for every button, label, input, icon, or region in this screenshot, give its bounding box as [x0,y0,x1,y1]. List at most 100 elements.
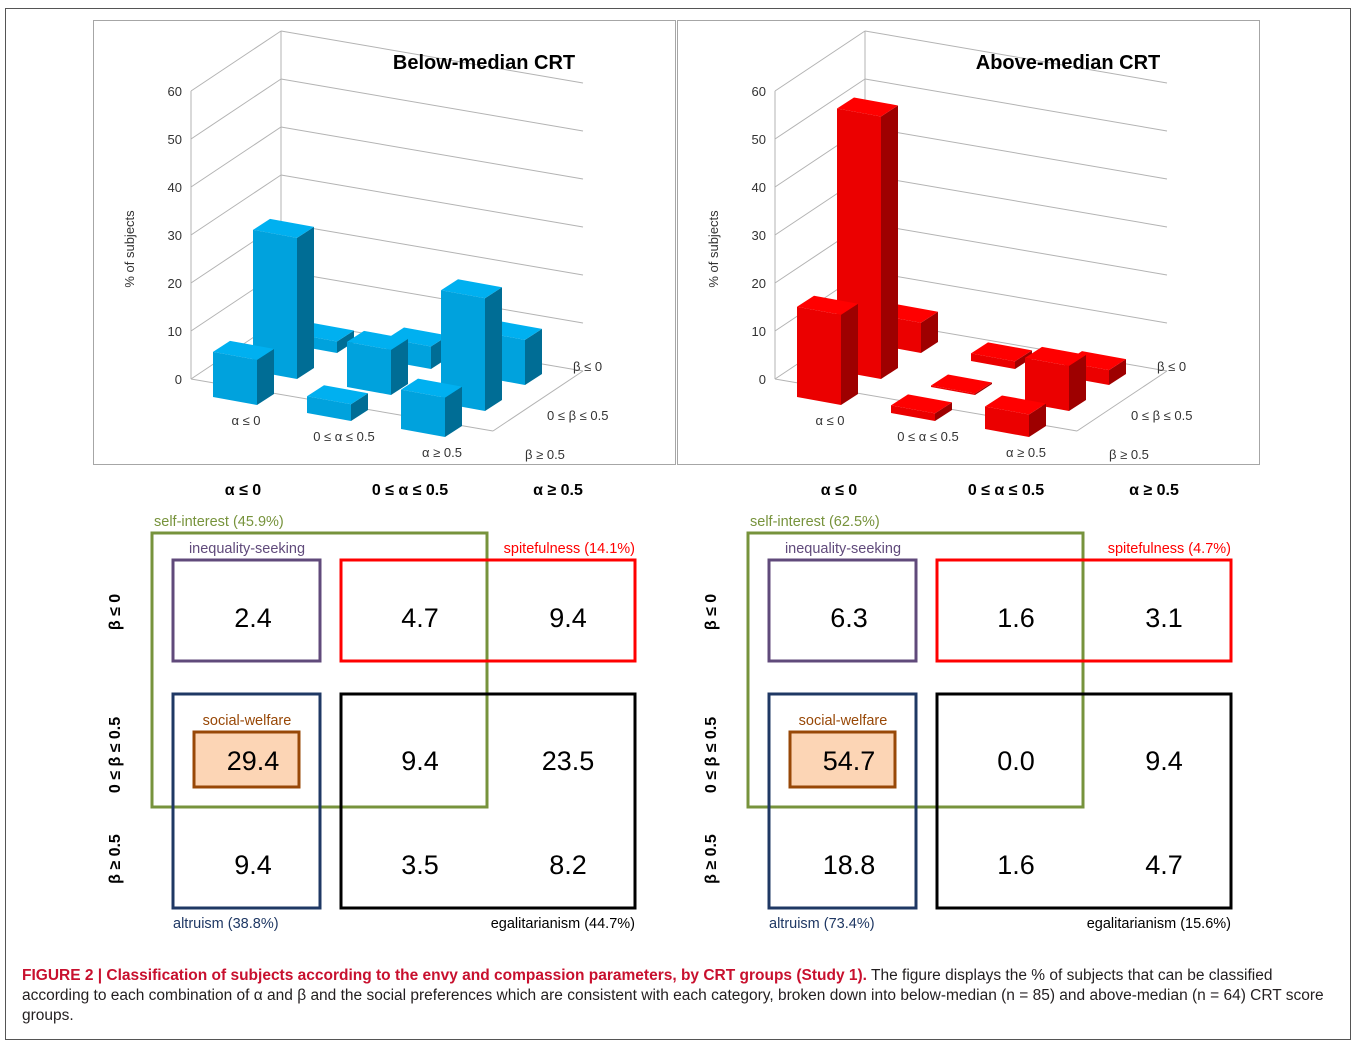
spitefulness-label: spitefulness (14.1%) [504,541,635,557]
col-header: α ≥ 0.5 [1129,482,1179,499]
row-header: 0 ≤ β ≤ 0.5 [703,717,720,793]
z-tick-label-beta: 0 ≤ β ≤ 0.5 [1131,408,1193,423]
gridline-back [280,30,584,84]
self-interest-label: self-interest (45.9%) [154,514,284,530]
bar-side-face [1015,350,1032,369]
egalitarianism-box [935,692,1233,910]
y-tick-label: 40 [168,180,182,195]
chart-panel-below: 0 10 20 30 40 50 60 % of subjects Below-median C… [93,20,676,465]
col-header: 0 ≤ α ≤ 0.5 [968,482,1044,499]
egalitarianism-box [339,692,637,910]
bar-side-face [935,402,952,421]
bar-front-face [253,229,297,379]
bar-top-face [253,218,314,238]
bar-0-2-1 [307,385,368,421]
bar-side-face [921,311,938,353]
bar-side-face [485,287,502,411]
bar-side-face [881,105,898,379]
floor-right-edge [1076,370,1168,432]
gridline-side [774,78,866,140]
gridline-back [280,126,584,180]
bar-side-face [445,386,462,437]
cell-value: 9.4 [234,850,272,880]
y-tick-label: 50 [752,132,766,147]
bar-1-1-2 [1025,346,1086,411]
social-welfare-label: social-welfare [799,713,888,729]
cell-value: 3.1 [1145,603,1183,633]
gridline-back [864,30,1168,84]
bar-1-2-2 [985,395,1046,437]
cell-value: 23.5 [542,746,595,776]
gridline-side [190,126,282,188]
gridline-back [280,270,584,324]
gridline-back [864,270,1168,324]
y-tick-label: 30 [752,228,766,243]
x-tick-label-alpha: α ≤ 0 [231,413,260,428]
bar-1-1-1 [931,374,992,395]
chart-title: Below-median CRT [393,52,575,74]
bar-top-face [387,327,448,347]
row-header: β ≥ 0.5 [107,834,124,884]
bar-front-face [347,341,391,395]
cell-value: 54.7 [823,746,876,776]
col-header: 0 ≤ α ≤ 0.5 [372,482,448,499]
bar-front-face [985,406,1029,437]
spitefulness-label: spitefulness (4.7%) [1108,541,1231,557]
y-tick-label: 10 [752,324,766,339]
bar-side-face [391,338,408,395]
bar-side-face [1109,359,1126,385]
egalitarianism-label: egalitarianism (15.6%) [1087,916,1231,932]
bar-front-face [931,385,975,395]
cell-value: 6.3 [830,603,868,633]
row-header: β ≤ 0 [107,594,124,630]
bar-chart-3d-above: 0 10 20 30 40 50 60 % of subjects Above-median C… [706,30,1193,462]
y-tick-label: 60 [752,84,766,99]
inequality-seeking-label: inequality-seeking [189,541,305,557]
floor-right-edge [492,370,584,432]
bar-top-face [347,330,408,350]
row-header: β ≥ 0.5 [703,834,720,884]
x-tick-label-alpha: 0 ≤ α ≤ 0.5 [313,429,375,444]
row-header: β ≤ 0 [703,594,720,630]
bar-top-face [891,394,952,414]
y-tick-label: 20 [168,276,182,291]
bar-top-face [441,279,502,299]
chart-panel-above: 0 10 20 30 40 50 60 % of subjects Above-median C… [677,20,1260,465]
cell-value: 2.4 [234,603,272,633]
bar-top-face [797,295,858,315]
y-tick-label: 30 [168,228,182,243]
social-welfare-label: social-welfare [203,713,292,729]
bar-front-face [797,306,841,405]
y-tick-label: 60 [168,84,182,99]
gridline-back [864,126,1168,180]
bar-side-face [297,226,314,379]
row-header: 0 ≤ β ≤ 0.5 [107,717,124,793]
bar-top-face [213,340,274,360]
bar-1-0-1 [971,342,1032,369]
spitefulness-box [339,558,637,663]
gridline-back [280,78,584,132]
cell-value: 9.4 [1145,746,1183,776]
bar-0-1-0 [253,218,314,379]
altruism-box [171,692,322,910]
bar-1-2-0 [797,295,858,405]
caption-figure-label: FIGURE 2 | Classification of subjects ac… [22,967,867,984]
x-tick-label-alpha: α ≥ 0.5 [422,445,462,460]
bar-side-face [841,303,858,405]
bar-top-face [931,374,992,394]
inequality-seeking-box [171,558,322,663]
gridline-side [190,174,282,236]
bar-chart-3d-below: 0 10 20 30 40 50 60 % of subjects Below-median C… [122,30,609,462]
y-tick-label: 10 [168,324,182,339]
y-axis-label: % of subjects [122,210,137,288]
chart-title: Above-median CRT [976,52,1160,74]
cell-value: 1.6 [997,850,1035,880]
z-tick-label-beta: β ≥ 0.5 [525,447,565,462]
bar-side-face [337,330,354,353]
caption-text: The figure displays the % of subjects th… [22,967,1324,1024]
y-tick-label: 0 [759,372,766,387]
self-interest-label: self-interest (62.5%) [750,514,880,530]
z-tick-label-beta: β ≤ 0 [1157,359,1186,374]
social-welfare-box [192,730,301,789]
bar-top-face [1025,346,1086,366]
